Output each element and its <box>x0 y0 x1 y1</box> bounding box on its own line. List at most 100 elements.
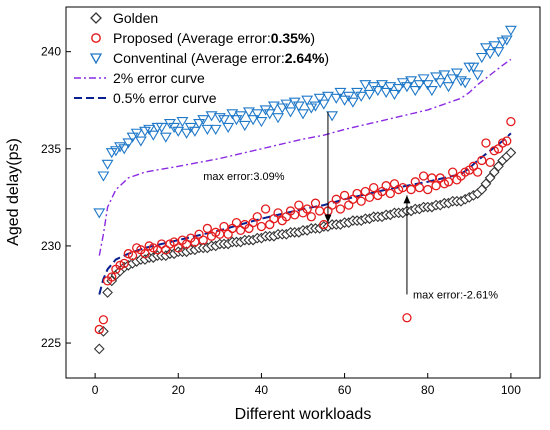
proposed-point <box>306 212 316 222</box>
y-tick-label: 225 <box>41 336 61 350</box>
conventional-point <box>226 109 239 120</box>
conventional-point <box>504 25 517 36</box>
x-tick-label: 100 <box>501 383 521 397</box>
conventional-point <box>363 89 376 100</box>
legend-2pct-label: 2% error curve <box>113 70 205 86</box>
legend: Golden Proposed (Average error:0.35%) Co… <box>74 10 329 106</box>
proposed-point <box>448 167 458 177</box>
conventional-point <box>280 99 293 110</box>
proposed-point <box>414 182 425 193</box>
conventional-point <box>317 99 330 110</box>
conventional-point <box>218 115 230 126</box>
conventional-point <box>101 159 114 170</box>
conventional-point <box>459 78 472 89</box>
proposed-point <box>127 250 138 261</box>
proposed-point <box>356 196 366 206</box>
golden-point <box>93 343 105 355</box>
proposed-point <box>431 181 441 191</box>
proposed-point <box>348 194 358 204</box>
conventional-point <box>263 109 276 120</box>
proposed-point <box>98 315 109 325</box>
proposed-point <box>202 223 213 234</box>
conventional-point <box>159 132 172 143</box>
conventional-point <box>380 87 393 99</box>
proposed-point <box>481 138 491 148</box>
legend-item-conventional: Conventinal (Average error:2.64%) <box>89 50 329 66</box>
legend-conventional-label: Conventinal (Average error:2.64%) <box>113 50 329 66</box>
conventional-point <box>413 80 426 91</box>
annotation-arrow-head <box>403 195 411 204</box>
y-axis-label: Aged delay(ps) <box>5 138 22 246</box>
conventional-point <box>392 84 405 95</box>
conventional-point <box>193 118 206 130</box>
proposed-point <box>140 249 150 259</box>
proposed-point <box>119 258 129 269</box>
conventional-point <box>134 136 147 147</box>
conventional-point <box>201 124 214 135</box>
conventional-point <box>409 85 422 97</box>
conventional-point <box>479 43 492 54</box>
conventional-point <box>330 93 343 104</box>
proposed-point <box>198 235 208 245</box>
conventional-point <box>93 208 106 219</box>
conventional-point <box>130 128 143 139</box>
conventional-point <box>284 107 297 118</box>
conventional-point <box>450 68 463 79</box>
conventional-point <box>155 122 168 134</box>
conventional-point <box>438 70 451 81</box>
conventional-point <box>488 41 501 52</box>
conventional-point <box>255 117 268 128</box>
proposed-point <box>302 204 312 214</box>
conventional-point <box>188 126 201 137</box>
proposed-point <box>94 324 104 335</box>
conventional-point <box>180 128 193 139</box>
golden-point <box>476 184 488 195</box>
proposed-point <box>402 313 412 323</box>
x-axis-label: Different workloads <box>235 406 372 423</box>
conventional-point <box>272 113 285 124</box>
proposed-point <box>406 184 416 195</box>
conventional-point <box>434 78 447 89</box>
legend-proposed-marker <box>91 33 101 43</box>
proposed-point <box>235 225 246 236</box>
proposed-point <box>352 188 362 199</box>
golden-point <box>480 178 492 190</box>
conventional-point <box>359 80 372 91</box>
legend-conventional-marker <box>89 53 103 65</box>
conventional-point <box>326 111 339 122</box>
proposed-point <box>294 200 304 210</box>
conventional-point <box>114 142 127 153</box>
conventional-point <box>388 89 401 100</box>
proposed-point <box>443 177 454 187</box>
x-tick-label: 60 <box>338 383 352 397</box>
conventional-point <box>430 72 443 83</box>
proposed-point <box>314 206 325 216</box>
proposed-point <box>173 243 183 253</box>
conventional-point <box>467 62 480 73</box>
conventional-point <box>267 101 280 112</box>
x-tick-label: 0 <box>92 383 99 397</box>
golden-point <box>484 172 496 184</box>
conventional-point <box>371 85 384 97</box>
conventional-point <box>500 35 513 46</box>
y-tick-label: 230 <box>41 239 61 253</box>
legend-item-05pct-curve: 0.5% error curve <box>74 90 217 106</box>
proposed-point <box>398 182 408 193</box>
conventional-point <box>209 124 222 135</box>
legend-proposed-label: Proposed (Average error:0.35%) <box>113 30 315 46</box>
proposed-point <box>219 221 229 232</box>
conventional-point <box>405 76 418 87</box>
conventional-point <box>309 101 322 112</box>
conventional-point <box>247 115 260 126</box>
conventional-point <box>421 80 434 91</box>
proposed-point <box>335 204 346 214</box>
conventional-point <box>122 138 135 149</box>
proposed-point <box>248 217 258 228</box>
conventional-point <box>213 113 226 124</box>
conventional-point <box>425 85 438 97</box>
legend-05pct-label: 0.5% error curve <box>113 90 217 106</box>
proposed-point <box>290 210 300 220</box>
conventional-point <box>492 47 505 58</box>
proposed-point <box>369 182 379 193</box>
